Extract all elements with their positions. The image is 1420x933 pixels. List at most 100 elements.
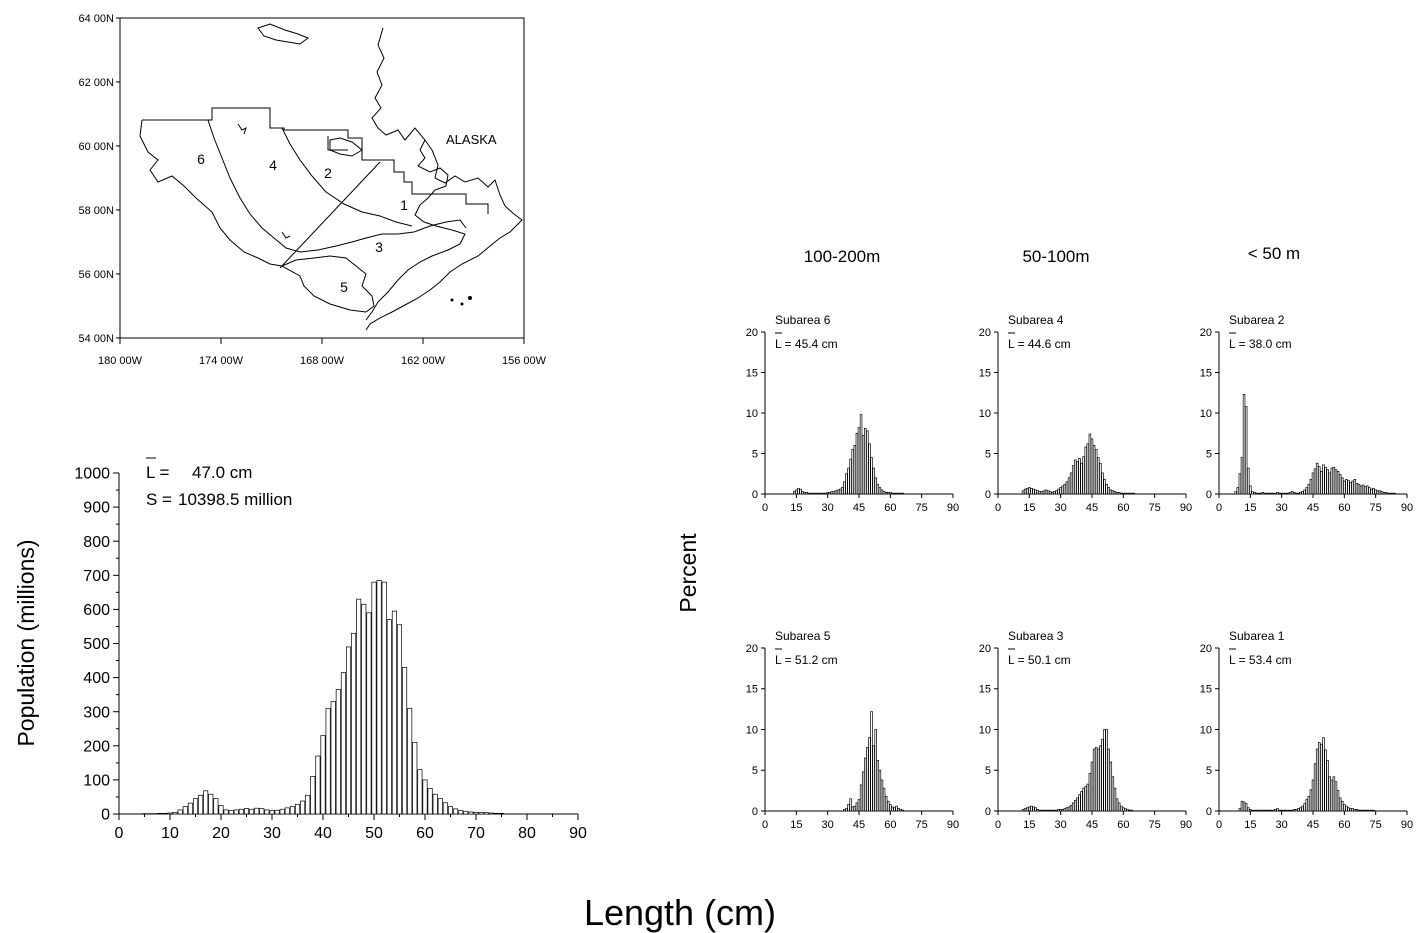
bar <box>1132 492 1136 495</box>
bar <box>1389 492 1392 495</box>
bar <box>371 581 377 815</box>
subarea-number-5: 5 <box>340 279 348 295</box>
subarea-mean-label: L = 38.0 cm <box>1229 337 1292 351</box>
bar <box>1334 469 1338 495</box>
bar <box>473 811 479 815</box>
bar <box>864 757 867 812</box>
bar <box>442 802 448 815</box>
bar <box>1288 809 1292 812</box>
percent-axis-label: Percent <box>675 533 701 613</box>
bar <box>828 492 831 495</box>
bar <box>1084 446 1087 495</box>
bar <box>1251 809 1254 812</box>
bar <box>1101 738 1104 812</box>
bar <box>1036 809 1039 812</box>
bar <box>218 805 224 815</box>
bar <box>351 632 357 815</box>
bar <box>488 812 494 815</box>
y-tick-label: 800 <box>83 534 110 551</box>
bar <box>1124 492 1127 495</box>
bar <box>1249 809 1252 812</box>
bar <box>1105 483 1108 495</box>
y-tick-label: 5 <box>1206 765 1212 777</box>
bar <box>897 808 900 812</box>
bar <box>1274 809 1277 812</box>
lat-tick: 60 00N <box>79 141 115 153</box>
lon-tick-marks <box>119 338 525 344</box>
bar <box>866 430 869 495</box>
bar <box>1305 487 1308 495</box>
bar <box>243 808 250 815</box>
bar <box>1355 809 1359 812</box>
lat-tick: 56 00N <box>79 269 115 281</box>
subarea-number-2: 2 <box>324 165 332 181</box>
bar <box>1242 801 1246 812</box>
x-tick-label: 90 <box>1401 819 1413 831</box>
bar <box>1276 808 1279 812</box>
bar <box>838 488 842 495</box>
bar <box>1086 783 1090 812</box>
bar <box>1103 479 1106 495</box>
bar <box>1292 809 1296 812</box>
bar <box>356 598 362 815</box>
y-tick-label: 400 <box>83 670 110 687</box>
depth-header-under-50m: < 50 m <box>1248 244 1300 263</box>
bar <box>162 812 168 815</box>
bar <box>1059 809 1062 812</box>
subarea-title: Subarea 6 <box>775 313 831 327</box>
bar <box>412 742 418 815</box>
bar <box>818 492 821 495</box>
bar <box>843 809 846 812</box>
x-tick-label: 75 <box>916 502 928 514</box>
bar <box>1278 492 1281 495</box>
bar <box>1084 786 1087 812</box>
bar <box>315 755 321 815</box>
bar <box>870 711 873 812</box>
bar <box>167 812 173 815</box>
y-tick-label: 20 <box>979 643 991 655</box>
bar <box>1259 492 1263 495</box>
bar <box>1101 472 1104 495</box>
bar <box>208 793 214 815</box>
bar <box>1334 781 1338 812</box>
bar <box>1269 809 1273 812</box>
bar <box>1065 481 1069 495</box>
bar <box>305 794 311 815</box>
x-tick-label: 90 <box>1401 502 1413 514</box>
x-tick-label: 0 <box>1216 502 1222 514</box>
bar <box>872 467 875 495</box>
bar <box>1074 459 1077 495</box>
bar <box>233 809 239 815</box>
bar <box>1353 809 1357 812</box>
bar <box>1318 742 1321 812</box>
bar <box>1324 749 1327 812</box>
bar <box>1263 809 1267 812</box>
bar <box>851 449 854 495</box>
subarea-title: Subarea 3 <box>1008 629 1064 643</box>
bar <box>1053 491 1056 495</box>
bar <box>254 807 260 815</box>
y-tick-label: 900 <box>83 500 110 517</box>
bar <box>1313 468 1317 495</box>
subarea-numbers: 1 2 3 4 5 6 <box>197 151 408 295</box>
bar <box>1272 492 1275 495</box>
nunivak-island <box>257 23 310 45</box>
bar <box>897 492 900 495</box>
x-tick-label: 45 <box>1307 502 1319 514</box>
x-tick-label: 60 <box>884 819 896 831</box>
bar <box>1265 809 1269 812</box>
bar <box>868 737 871 812</box>
bar <box>832 491 836 495</box>
bar <box>1326 760 1329 812</box>
bar <box>847 804 850 812</box>
x-tick-label: 15 <box>790 819 802 831</box>
bar <box>797 487 800 495</box>
bar <box>1240 457 1244 495</box>
x-tick-label: 30 <box>1055 502 1067 514</box>
bar <box>1063 483 1067 495</box>
x-tick-label: 80 <box>518 825 536 842</box>
x-tick-label: 0 <box>1216 819 1222 831</box>
bar <box>1338 797 1342 812</box>
bar <box>386 619 392 815</box>
bar <box>1307 483 1311 495</box>
